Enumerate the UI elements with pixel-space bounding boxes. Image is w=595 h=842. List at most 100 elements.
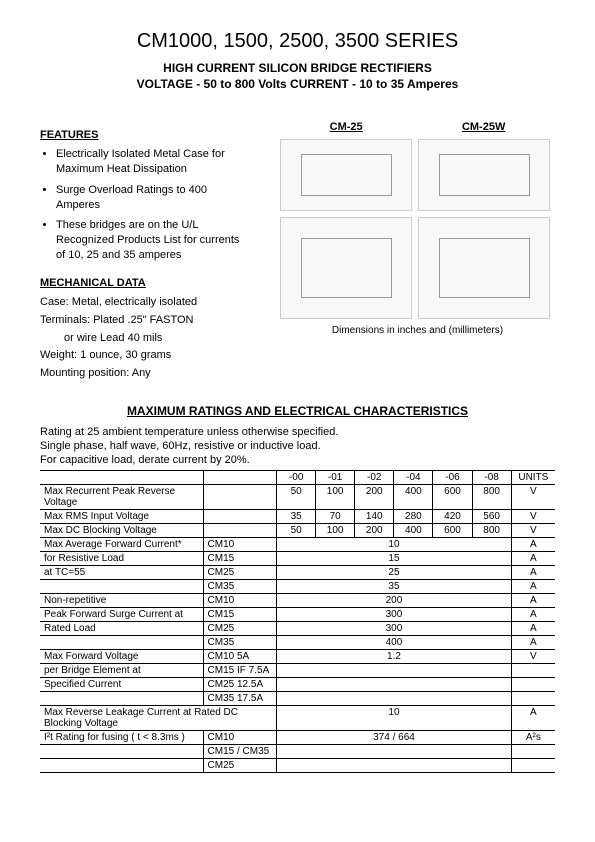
model-cell — [203, 485, 277, 510]
val-cell: 100 — [316, 485, 355, 510]
val-cell: 560 — [472, 510, 511, 524]
model-cell: CM25 — [203, 622, 277, 636]
col-header: -02 — [355, 471, 394, 485]
model-cell: CM25 — [203, 759, 277, 773]
val-cell: 400 — [394, 485, 433, 510]
param-label — [40, 745, 203, 759]
val-cell: 70 — [316, 510, 355, 524]
unit-cell: A — [511, 622, 555, 636]
val-cell: 400 — [394, 524, 433, 538]
val-cell: 100 — [316, 524, 355, 538]
unit-cell: A — [511, 566, 555, 580]
note-line: Rating at 25 ambient temperature unless … — [40, 426, 555, 438]
table-row: CM25 — [40, 759, 555, 773]
table-row: Peak Forward Surge Current at CM15 300 A — [40, 608, 555, 622]
unit-cell: A — [511, 636, 555, 650]
param-label — [40, 636, 203, 650]
table-row: Specified Current CM25 12.5A — [40, 678, 555, 692]
unit-cell: V — [511, 510, 555, 524]
val-cell: 200 — [355, 524, 394, 538]
mechanical-data: Case: Metal, electrically isolated Termi… — [40, 295, 250, 381]
model-cell: CM35 — [203, 580, 277, 594]
param-label: Specified Current — [40, 678, 203, 692]
model-cell: CM15 IF 7.5A — [203, 664, 277, 678]
mech-weight: Weight: 1 ounce, 30 grams — [40, 348, 250, 363]
val-cell: 280 — [394, 510, 433, 524]
model-cell — [203, 510, 277, 524]
table-row: I²t Rating for fusing ( t < 8.3ms ) CM10… — [40, 731, 555, 745]
model-cell: CM10 — [203, 594, 277, 608]
param-label: at TC=55 — [40, 566, 203, 580]
model-cell: CM15 — [203, 552, 277, 566]
unit-cell: A — [511, 538, 555, 552]
mech-mounting: Mounting position: Any — [40, 366, 250, 381]
param-label: Max DC Blocking Voltage — [40, 524, 203, 538]
unit-cell: A — [511, 594, 555, 608]
table-row: Max Average Forward Current* CM10 10 A — [40, 538, 555, 552]
unit-cell: V — [511, 524, 555, 538]
val-cell: 1.2 — [277, 650, 511, 664]
model-cell: CM25 — [203, 566, 277, 580]
diagram-label-b: CM-25W — [462, 121, 505, 133]
mech-case: Case: Metal, electrically isolated — [40, 295, 250, 310]
unit-cell — [511, 664, 555, 678]
val-cell: 35 — [277, 510, 316, 524]
val-cell: 420 — [433, 510, 472, 524]
param-label: Peak Forward Surge Current at — [40, 608, 203, 622]
header-blank — [203, 471, 277, 485]
val-cell: 300 — [277, 608, 511, 622]
val-cell: 15 — [277, 552, 511, 566]
mech-terminals-2: or wire Lead 40 mils — [40, 331, 250, 346]
param-label: for Resistive Load — [40, 552, 203, 566]
table-row: Max Recurrent Peak Reverse Voltage 50 10… — [40, 485, 555, 510]
dimensions-note: Dimensions in inches and (millimeters) — [280, 325, 555, 336]
table-row: Max DC Blocking Voltage 50 100 200 400 6… — [40, 524, 555, 538]
feature-item: Electrically Isolated Metal Case for Max… — [56, 147, 250, 177]
unit-cell: A — [511, 608, 555, 622]
unit-cell — [511, 678, 555, 692]
features-heading: FEATURES — [40, 129, 250, 141]
val-cell: 50 — [277, 524, 316, 538]
package-diagram — [418, 217, 550, 319]
col-header: -04 — [394, 471, 433, 485]
unit-cell — [511, 692, 555, 706]
param-label: Max Reverse Leakage Current at Rated DC … — [40, 706, 277, 731]
spec-table: -00 -01 -02 -04 -06 -08 UNITS Max Recurr… — [40, 470, 555, 773]
header-blank — [40, 471, 203, 485]
param-label: Non-repetitive — [40, 594, 203, 608]
unit-cell: V — [511, 650, 555, 664]
param-label: Max RMS Input Voltage — [40, 510, 203, 524]
param-label: Max Average Forward Current* — [40, 538, 203, 552]
diagram-column: CM-25 CM-25W Dimensions in inches and (m… — [280, 121, 555, 384]
val-cell: 374 / 664 — [277, 731, 511, 745]
table-row: at TC=55 CM25 25 A — [40, 566, 555, 580]
model-cell: CM10 5A — [203, 650, 277, 664]
val-cell: 25 — [277, 566, 511, 580]
unit-cell: A — [511, 552, 555, 566]
table-row: CM35 17.5A — [40, 692, 555, 706]
max-ratings-heading: MAXIMUM RATINGS AND ELECTRICAL CHARACTER… — [40, 404, 555, 418]
table-row: per Bridge Element at CM15 IF 7.5A — [40, 664, 555, 678]
model-cell: CM10 — [203, 538, 277, 552]
diagram-label-a: CM-25 — [330, 121, 363, 133]
param-label — [40, 759, 203, 773]
val-cell: 300 — [277, 622, 511, 636]
col-header-units: UNITS — [511, 471, 555, 485]
model-cell — [203, 524, 277, 538]
model-cell: CM35 — [203, 636, 277, 650]
diagram-labels: CM-25 CM-25W — [280, 121, 555, 133]
model-cell: CM25 12.5A — [203, 678, 277, 692]
subtitle-product: HIGH CURRENT SILICON BRIDGE RECTIFIERS — [40, 61, 555, 75]
param-label — [40, 580, 203, 594]
page-title: CM1000, 1500, 2500, 3500 SERIES — [40, 30, 555, 53]
col-header: -06 — [433, 471, 472, 485]
table-row: Rated Load CM25 300 A — [40, 622, 555, 636]
param-label: Rated Load — [40, 622, 203, 636]
model-cell: CM10 — [203, 731, 277, 745]
table-row: Max Reverse Leakage Current at Rated DC … — [40, 706, 555, 731]
model-cell: CM15 / CM35 — [203, 745, 277, 759]
unit-cell: A²s — [511, 731, 555, 745]
col-header: -08 — [472, 471, 511, 485]
model-cell: CM15 — [203, 608, 277, 622]
mech-terminals: Terminals: Plated .25" FASTON — [40, 313, 250, 328]
